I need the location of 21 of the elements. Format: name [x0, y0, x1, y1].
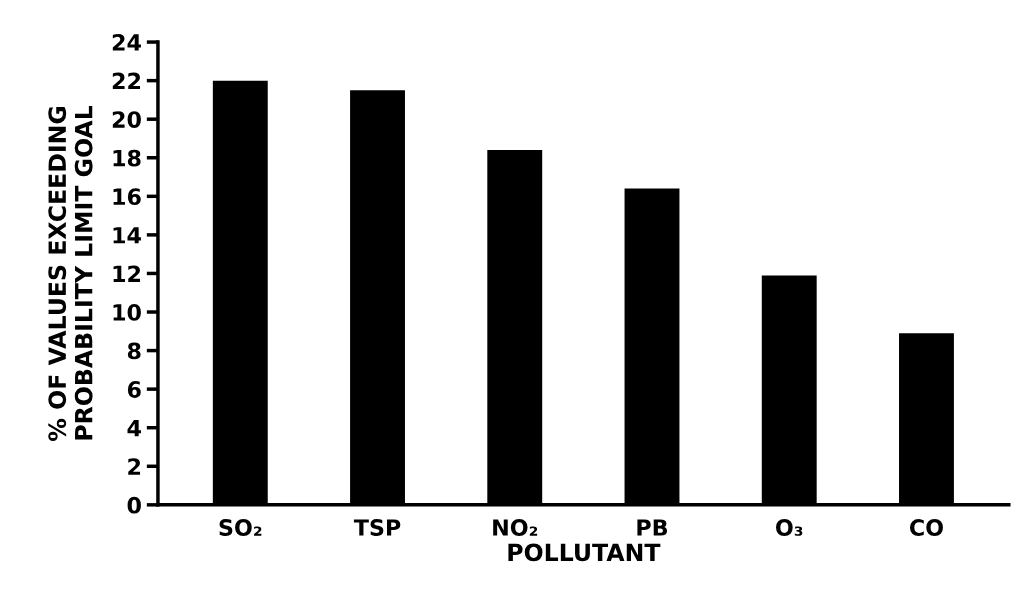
- x-tick-label: O₃: [776, 519, 803, 536]
- y-tick-label: 4: [127, 419, 141, 437]
- x-tick-label: PB: [637, 519, 668, 536]
- y-tick-label: 22: [112, 72, 141, 90]
- x-axis-title: POLLUTANT: [508, 543, 661, 562]
- y-tick-label: 14: [113, 227, 141, 244]
- y-tick-label: 8: [127, 342, 141, 360]
- y-tick-label: 6: [127, 381, 141, 398]
- x-tick-label: TSP: [353, 519, 401, 536]
- y-axis-title: % OF VALUES EXCEEDING PROBABILITY LIMIT GOAL: [48, 105, 93, 441]
- y-tick-label: 16: [113, 188, 141, 206]
- y-tick-label: 0: [127, 496, 141, 514]
- y-tick-label: 24: [112, 34, 141, 51]
- y-tick-label: 10: [113, 303, 141, 321]
- x-tick-label: CO: [909, 519, 943, 536]
- x-tick-label: SO₂: [219, 519, 262, 536]
- y-tick-label: 12: [113, 265, 141, 282]
- y-tick-label: 20: [112, 111, 141, 128]
- y-tick-label: 2: [128, 458, 141, 475]
- y-tick-label: 18: [113, 149, 141, 167]
- x-tick-label: NO₂: [493, 519, 538, 536]
